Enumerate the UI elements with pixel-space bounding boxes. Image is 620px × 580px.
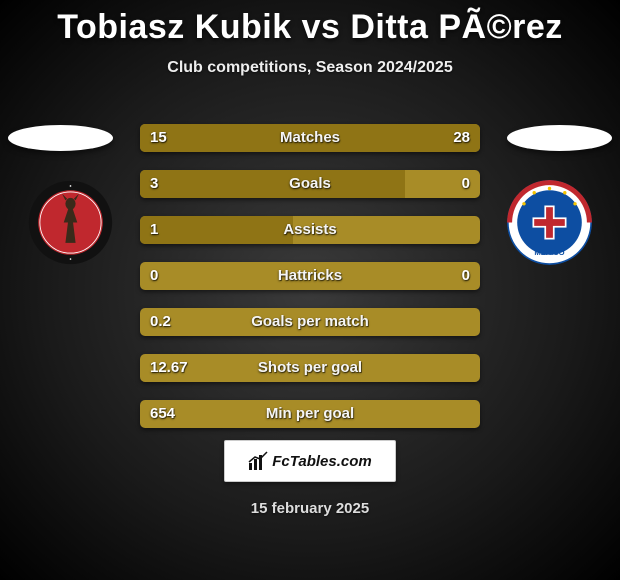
stat-bar: 1528Matches [140, 124, 480, 152]
club-badge-right: MEXICO [507, 180, 592, 265]
club-badge-left [28, 180, 113, 265]
stat-bar: 30Goals [140, 170, 480, 198]
date-label: 15 february 2025 [0, 500, 620, 517]
stat-label: Hattricks [140, 262, 480, 290]
chart-icon [248, 451, 268, 471]
page-subtitle: Club competitions, Season 2024/2025 [0, 59, 620, 77]
stat-bar: 1Assists [140, 216, 480, 244]
stat-bar: 00Hattricks [140, 262, 480, 290]
stat-label: Assists [140, 216, 480, 244]
svg-text:MEXICO: MEXICO [534, 248, 564, 257]
stat-bar: 654Min per goal [140, 400, 480, 428]
logo-text: FcTables.com [272, 453, 371, 470]
stat-label: Goals per match [140, 308, 480, 336]
tijuana-badge-icon [28, 180, 113, 265]
stat-bar: 12.67Shots per goal [140, 354, 480, 382]
shadow-oval-right [507, 125, 612, 151]
stat-bars: 1528Matches 30Goals 1Assists 00Hattricks 0.2… [140, 124, 480, 446]
page-title: Tobiasz Kubik vs Ditta PÃ©rez [0, 0, 620, 47]
fctables-logo: FcTables.com [224, 440, 396, 482]
stat-label: Goals [140, 170, 480, 198]
comparison-card: Tobiasz Kubik vs Ditta PÃ©rez Club compe… [0, 0, 620, 580]
shadow-oval-left [8, 125, 113, 151]
stat-bar: 0.2Goals per match [140, 308, 480, 336]
stat-label: Matches [140, 124, 480, 152]
stat-label: Min per goal [140, 400, 480, 428]
comparison-stage: MEXICO 1528Matches 30Goals 1Assists 00Hattr… [0, 110, 620, 450]
cruzazul-badge-icon: MEXICO [507, 180, 592, 265]
stat-label: Shots per goal [140, 354, 480, 382]
